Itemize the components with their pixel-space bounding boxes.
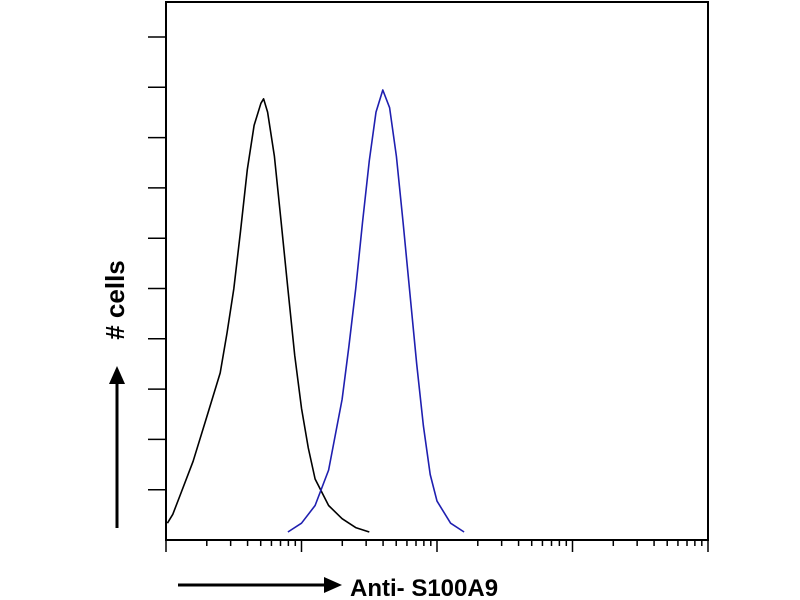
- histogram-series-1: [166, 98, 370, 533]
- histogram-series-2: [287, 89, 465, 533]
- y-axis-arrow: [109, 366, 125, 528]
- y-axis-label: # cells: [100, 260, 130, 340]
- x-axis-label: Anti- S100A9: [350, 575, 498, 600]
- series-layer: [166, 89, 465, 533]
- plot-frame: [165, 1, 709, 541]
- axes: [148, 1, 709, 552]
- x-axis-arrow: [178, 577, 342, 593]
